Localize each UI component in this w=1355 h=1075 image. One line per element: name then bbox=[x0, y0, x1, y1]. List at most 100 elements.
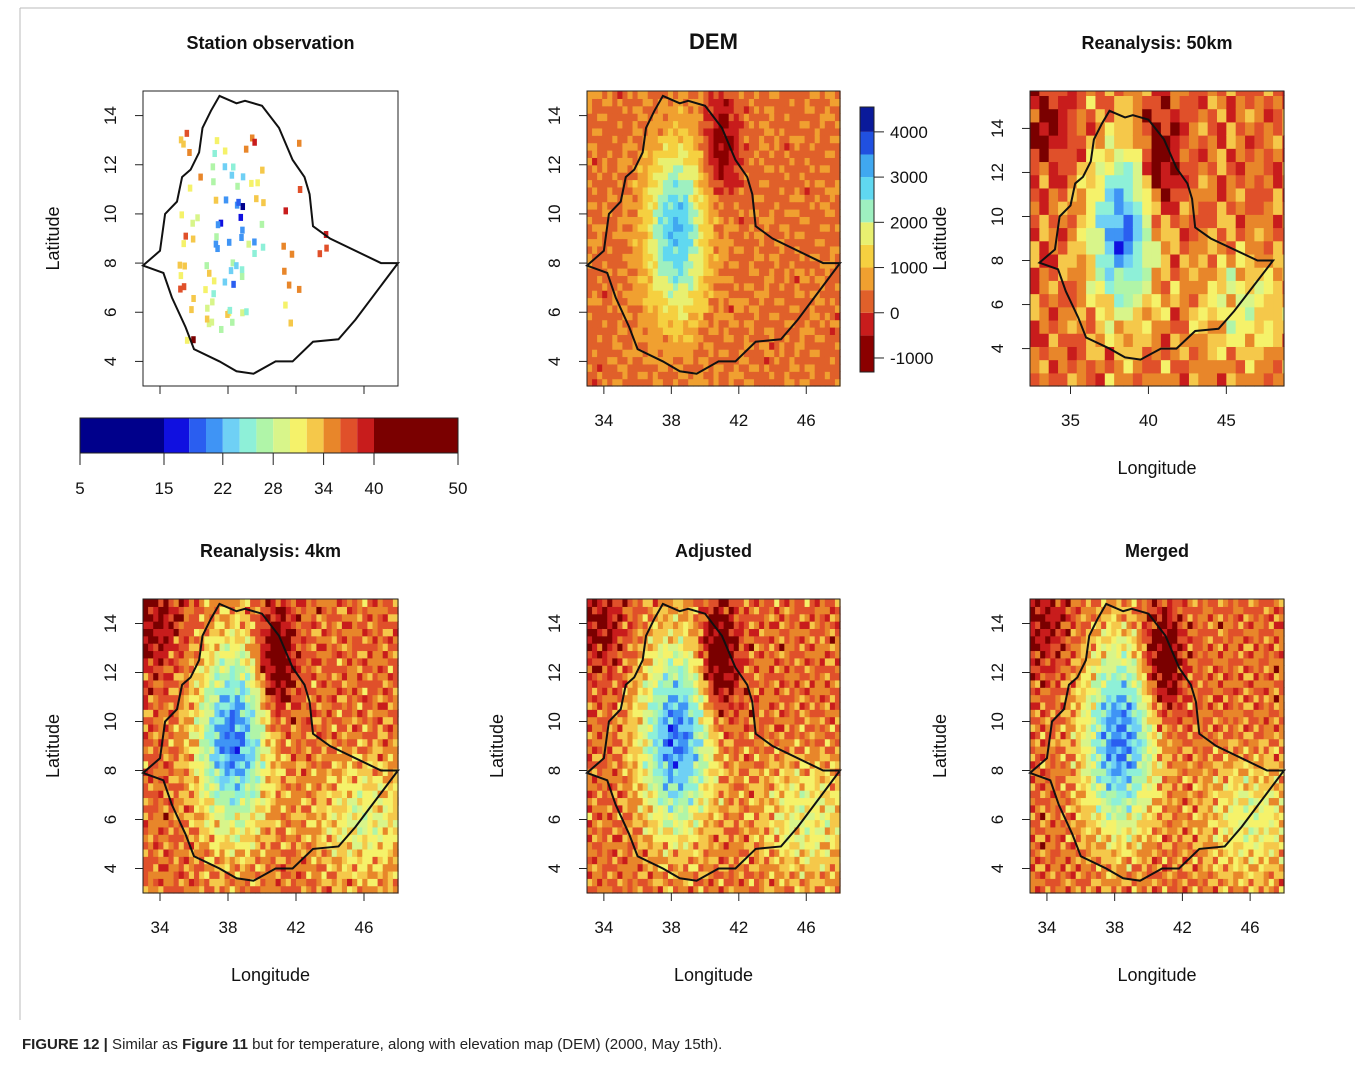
raster-cell bbox=[1152, 333, 1162, 347]
raster-cell bbox=[607, 342, 613, 350]
raster-cell bbox=[1226, 254, 1236, 268]
raster-cell bbox=[1180, 188, 1190, 202]
raster-cell bbox=[306, 761, 312, 769]
raster-cell bbox=[729, 202, 735, 210]
raster-cell bbox=[739, 216, 745, 224]
raster-cell bbox=[683, 172, 689, 180]
raster-cell bbox=[316, 864, 322, 872]
raster-cell bbox=[678, 275, 684, 283]
raster-cell bbox=[163, 614, 169, 622]
raster-cell bbox=[1123, 214, 1133, 228]
raster-cell bbox=[1245, 91, 1255, 96]
raster-cell bbox=[235, 797, 241, 805]
raster-cell bbox=[163, 842, 169, 850]
raster-cell bbox=[744, 334, 750, 342]
panel-title: Station observation bbox=[186, 33, 354, 53]
raster-cell bbox=[612, 187, 618, 195]
raster-cell bbox=[378, 621, 384, 629]
raster-cell bbox=[332, 886, 338, 894]
raster-cell bbox=[734, 268, 740, 276]
raster-cell bbox=[774, 305, 780, 313]
raster-cell bbox=[1264, 201, 1274, 215]
raster-cell bbox=[214, 680, 220, 688]
raster-cell bbox=[815, 128, 821, 136]
raster-cell bbox=[342, 673, 348, 681]
raster-cell bbox=[281, 753, 287, 761]
raster-cell bbox=[622, 283, 628, 291]
x-tick-label: 42 bbox=[287, 918, 306, 937]
raster-cell bbox=[179, 849, 185, 857]
raster-cell bbox=[638, 91, 644, 99]
raster-cell bbox=[1236, 214, 1246, 228]
raster-cell bbox=[286, 709, 292, 717]
raster-cell bbox=[668, 371, 674, 379]
raster-cell bbox=[373, 606, 379, 614]
raster-cell bbox=[362, 687, 368, 695]
raster-cell bbox=[316, 673, 322, 681]
raster-cell bbox=[240, 812, 246, 820]
raster-cell bbox=[602, 342, 608, 350]
raster-cell bbox=[708, 349, 714, 357]
raster-cell bbox=[1245, 175, 1255, 189]
raster-cell bbox=[199, 812, 205, 820]
raster-cell bbox=[602, 349, 608, 357]
raster-cell bbox=[265, 812, 271, 820]
raster-cell bbox=[1161, 360, 1171, 374]
raster-cell bbox=[587, 687, 593, 695]
raster-cell bbox=[825, 320, 831, 328]
raster-cell bbox=[769, 194, 775, 202]
raster-cell bbox=[703, 275, 709, 283]
raster-cell bbox=[148, 783, 154, 791]
raster-cell bbox=[281, 702, 287, 710]
raster-cell bbox=[1198, 294, 1208, 308]
raster-cell bbox=[774, 98, 780, 106]
raster-cell bbox=[714, 224, 720, 232]
raster-cell bbox=[1217, 135, 1227, 149]
raster-cell bbox=[698, 268, 704, 276]
raster-cell bbox=[1273, 122, 1283, 136]
raster-cell bbox=[255, 731, 261, 739]
raster-cell bbox=[296, 827, 302, 835]
raster-cell bbox=[179, 886, 185, 894]
raster-cell bbox=[769, 290, 775, 298]
raster-cell bbox=[744, 165, 750, 173]
raster-cell bbox=[306, 739, 312, 747]
raster-cell bbox=[815, 371, 821, 379]
raster-cell bbox=[220, 761, 226, 769]
raster-cell bbox=[153, 731, 159, 739]
raster-cell bbox=[627, 224, 633, 232]
raster-cell bbox=[749, 320, 755, 328]
raster-cell bbox=[729, 209, 735, 217]
raster-cell bbox=[714, 261, 720, 269]
raster-cell bbox=[357, 768, 363, 776]
raster-cell bbox=[769, 246, 775, 254]
raster-cell bbox=[357, 871, 363, 879]
raster-cell bbox=[729, 98, 735, 106]
raster-cell bbox=[764, 135, 770, 143]
raster-cell bbox=[260, 717, 266, 725]
raster-cell bbox=[622, 121, 628, 129]
raster-cell bbox=[158, 842, 164, 850]
raster-cell bbox=[825, 349, 831, 357]
raster-cell bbox=[220, 717, 226, 725]
raster-cell bbox=[271, 709, 277, 717]
raster-cell bbox=[602, 327, 608, 335]
raster-cell bbox=[1114, 360, 1124, 374]
raster-cell bbox=[587, 724, 593, 732]
raster-cell bbox=[587, 658, 593, 666]
raster-cell bbox=[347, 673, 353, 681]
y-tick-label: 10 bbox=[988, 207, 1007, 226]
raster-cell bbox=[724, 327, 730, 335]
raster-cell bbox=[306, 673, 312, 681]
raster-cell bbox=[220, 731, 226, 739]
raster-cell bbox=[1049, 346, 1059, 360]
raster-cell bbox=[148, 746, 154, 754]
raster-cell bbox=[759, 357, 765, 365]
raster-cell bbox=[602, 128, 608, 136]
raster-cell bbox=[337, 709, 343, 717]
raster-cell bbox=[1264, 135, 1274, 149]
raster-cell bbox=[1123, 201, 1133, 215]
raster-cell bbox=[1142, 135, 1152, 149]
raster-cell bbox=[220, 842, 226, 850]
raster-cell bbox=[673, 106, 679, 114]
